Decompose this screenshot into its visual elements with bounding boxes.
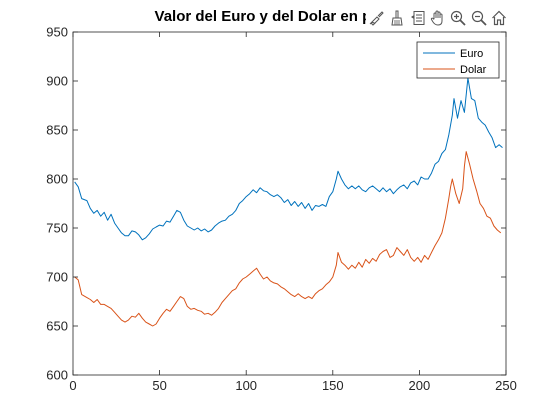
y-tick-label: 700 bbox=[46, 270, 68, 285]
axes-box bbox=[72, 31, 507, 376]
legend-label-dolar: Dolar bbox=[460, 64, 487, 76]
series-line-dolar bbox=[74, 151, 502, 327]
y-tick-label: 850 bbox=[46, 123, 68, 138]
broom-icon[interactable] bbox=[388, 8, 406, 28]
legend-label-euro: Euro bbox=[460, 48, 483, 60]
zoom-out-icon[interactable] bbox=[469, 8, 487, 28]
pan-hand-icon[interactable] bbox=[429, 8, 447, 28]
x-tick-label: 0 bbox=[69, 378, 76, 393]
y-tick-label: 900 bbox=[46, 74, 68, 89]
x-tick-label: 50 bbox=[152, 378, 166, 393]
y-tick-label: 800 bbox=[46, 172, 68, 187]
chart-title: Valor del Euro y del Dolar en pesos bbox=[154, 8, 406, 25]
axes-toolbar bbox=[366, 6, 508, 30]
datatip-icon[interactable] bbox=[409, 8, 427, 28]
y-tick-label: 750 bbox=[46, 221, 68, 236]
zoom-in-icon[interactable] bbox=[449, 8, 467, 28]
legend-box bbox=[416, 41, 500, 79]
x-tick-label: 150 bbox=[322, 378, 344, 393]
y-tick-label: 650 bbox=[46, 319, 68, 334]
x-tick-label: 100 bbox=[235, 378, 257, 393]
y-tick-label: 950 bbox=[46, 25, 68, 40]
brush-icon[interactable] bbox=[368, 8, 386, 28]
x-tick-label: 200 bbox=[409, 378, 431, 393]
x-tick-label: 250 bbox=[495, 378, 517, 393]
home-icon[interactable] bbox=[490, 8, 508, 28]
y-tick-label: 600 bbox=[46, 368, 68, 383]
series-line-euro bbox=[74, 77, 503, 241]
